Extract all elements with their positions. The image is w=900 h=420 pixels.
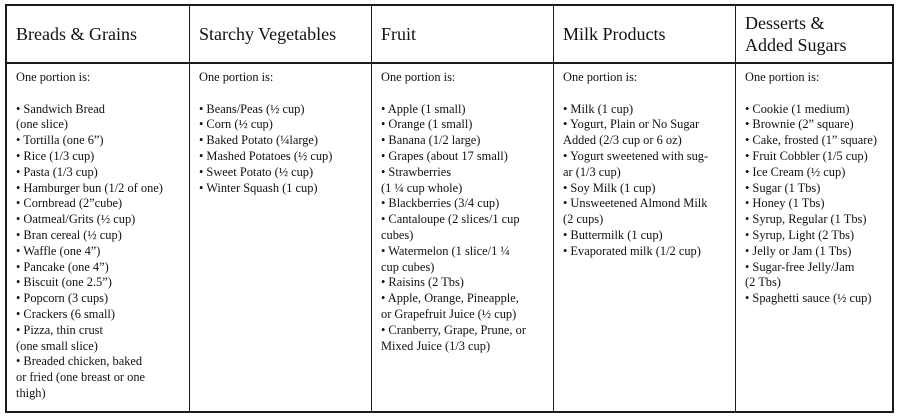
- list-item: • Apple, Orange, Pineapple, or Grapefrui…: [381, 291, 519, 321]
- list-item: • Strawberries (1 ¼ cup whole): [381, 164, 463, 195]
- column-milk-products: Milk Products One portion is: • Milk (1 …: [554, 6, 736, 411]
- list-item: • Cranberry, Grape, Prune, or Mixed Juic…: [381, 322, 526, 353]
- list-item: • Brownie (2” square): [745, 117, 854, 132]
- list-item: • Tortilla (one 6”): [16, 133, 104, 148]
- portion-intro: One portion is:: [381, 70, 456, 84]
- list-item: • Apple (1 small): [381, 101, 466, 116]
- list-item: • Blackberries (3/4 cup): [381, 196, 500, 211]
- portion-intro: One portion is:: [563, 70, 638, 84]
- list-item: • Spaghetti sauce (½ cup): [745, 291, 872, 306]
- list-item: • Oatmeal/Grits (½ cup): [16, 212, 136, 227]
- list-item: • Cornbread (2”cube): [16, 196, 123, 211]
- list-item: • Orange (1 small): [381, 117, 473, 132]
- column-fruit: Fruit One portion is: • Apple (1 small) …: [372, 6, 554, 411]
- list-item: • Breaded chicken, baked or fried (one b…: [16, 354, 146, 400]
- list-item: • Yogurt sweetened with sug- ar (1/3 cup…: [563, 148, 709, 179]
- list-item: • Popcorn (3 cups): [16, 291, 109, 306]
- list-item: • Cookie (1 medium): [745, 101, 850, 116]
- list-item: • Pancake (one 4”): [16, 259, 109, 274]
- list-item: • Hamburger bun (1/2 of one): [16, 180, 163, 195]
- list-item: • Buttermilk (1 cup): [563, 227, 663, 242]
- list-item: • Pasta (1/3 cup): [16, 164, 98, 179]
- list-item: • Ice Cream (½ cup): [745, 164, 846, 179]
- list-item: • Syrup, Light (2 Tbs): [745, 227, 855, 242]
- list-item: • Fruit Cobbler (1/5 cup): [745, 148, 868, 163]
- column-header: Breads & Grains: [7, 6, 189, 64]
- list-item: • Bran cereal (½ cup): [16, 227, 122, 242]
- list-item: • Unsweetened Almond Milk (2 cups): [563, 196, 708, 227]
- portion-intro: One portion is:: [199, 70, 274, 84]
- column-body: One portion is: • Apple (1 small) • Oran…: [372, 64, 553, 354]
- column-header: Fruit: [372, 6, 553, 64]
- column-body: One portion is: • Milk (1 cup) • Yogurt,…: [554, 64, 735, 260]
- list-item: • Sugar (1 Tbs): [745, 180, 821, 195]
- column-body: One portion is: • Beans/Peas (½ cup) • C…: [190, 64, 371, 196]
- column-header: Milk Products: [554, 6, 735, 64]
- column-body: One portion is: • Cookie (1 medium) • Br…: [736, 64, 892, 307]
- portion-intro: One portion is:: [16, 70, 91, 84]
- column-starchy-vegetables: Starchy Vegetables One portion is: • Bea…: [190, 6, 372, 411]
- portion-table: Breads & Grains One portion is: • Sandwi…: [5, 4, 894, 413]
- list-item: • Evaporated milk (1/2 cup): [563, 243, 701, 258]
- list-item: • Cake, frosted (1” square): [745, 133, 877, 148]
- list-item: • Rice (1/3 cup): [16, 148, 95, 163]
- list-item: • Sugar-free Jelly/Jam (2 Tbs): [745, 259, 855, 290]
- column-header: Starchy Vegetables: [190, 6, 371, 64]
- list-item: • Crackers (6 small): [16, 306, 115, 321]
- list-item: • Honey (1 Tbs): [745, 196, 825, 211]
- list-item: • Cantaloupe (2 slices/1 cup cubes): [381, 212, 520, 242]
- list-item: • Yogurt, Plain or No Sugar Added (2/3 c…: [563, 117, 700, 148]
- column-desserts-added-sugars: Desserts & Added Sugars One portion is: …: [736, 6, 892, 411]
- list-item: • Soy Milk (1 cup): [563, 180, 656, 195]
- list-item: • Beans/Peas (½ cup): [199, 101, 305, 116]
- list-item: • Baked Potato (¼large): [199, 133, 319, 148]
- list-item: • Sandwich Bread (one slice): [16, 101, 105, 132]
- column-breads-grains: Breads & Grains One portion is: • Sandwi…: [7, 6, 190, 411]
- list-item: • Mashed Potatoes (½ cup): [199, 148, 333, 163]
- list-item: • Grapes (about 17 small): [381, 148, 508, 163]
- list-item: • Milk (1 cup): [563, 101, 634, 116]
- column-header: Desserts & Added Sugars: [736, 6, 892, 64]
- list-item: • Biscuit (one 2.5”): [16, 275, 112, 290]
- list-item: • Jelly or Jam (1 Tbs): [745, 243, 852, 258]
- list-item: • Raisins (2 Tbs): [381, 275, 464, 290]
- list-item: • Winter Squash (1 cup): [199, 180, 318, 195]
- list-item: • Pizza, thin crust (one small slice): [16, 322, 103, 353]
- list-item: • Corn (½ cup): [199, 117, 273, 132]
- portion-intro: One portion is:: [745, 70, 820, 84]
- list-item: • Syrup, Regular (1 Tbs): [745, 212, 867, 227]
- list-item: • Watermelon (1 slice/1 ¼ cup cubes): [381, 243, 510, 274]
- list-item: • Sweet Potato (½ cup): [199, 164, 314, 179]
- list-item: • Waffle (one 4”): [16, 243, 101, 258]
- column-body: One portion is: • Sandwich Bread (one sl…: [7, 64, 189, 402]
- list-item: • Banana (1/2 large): [381, 133, 481, 148]
